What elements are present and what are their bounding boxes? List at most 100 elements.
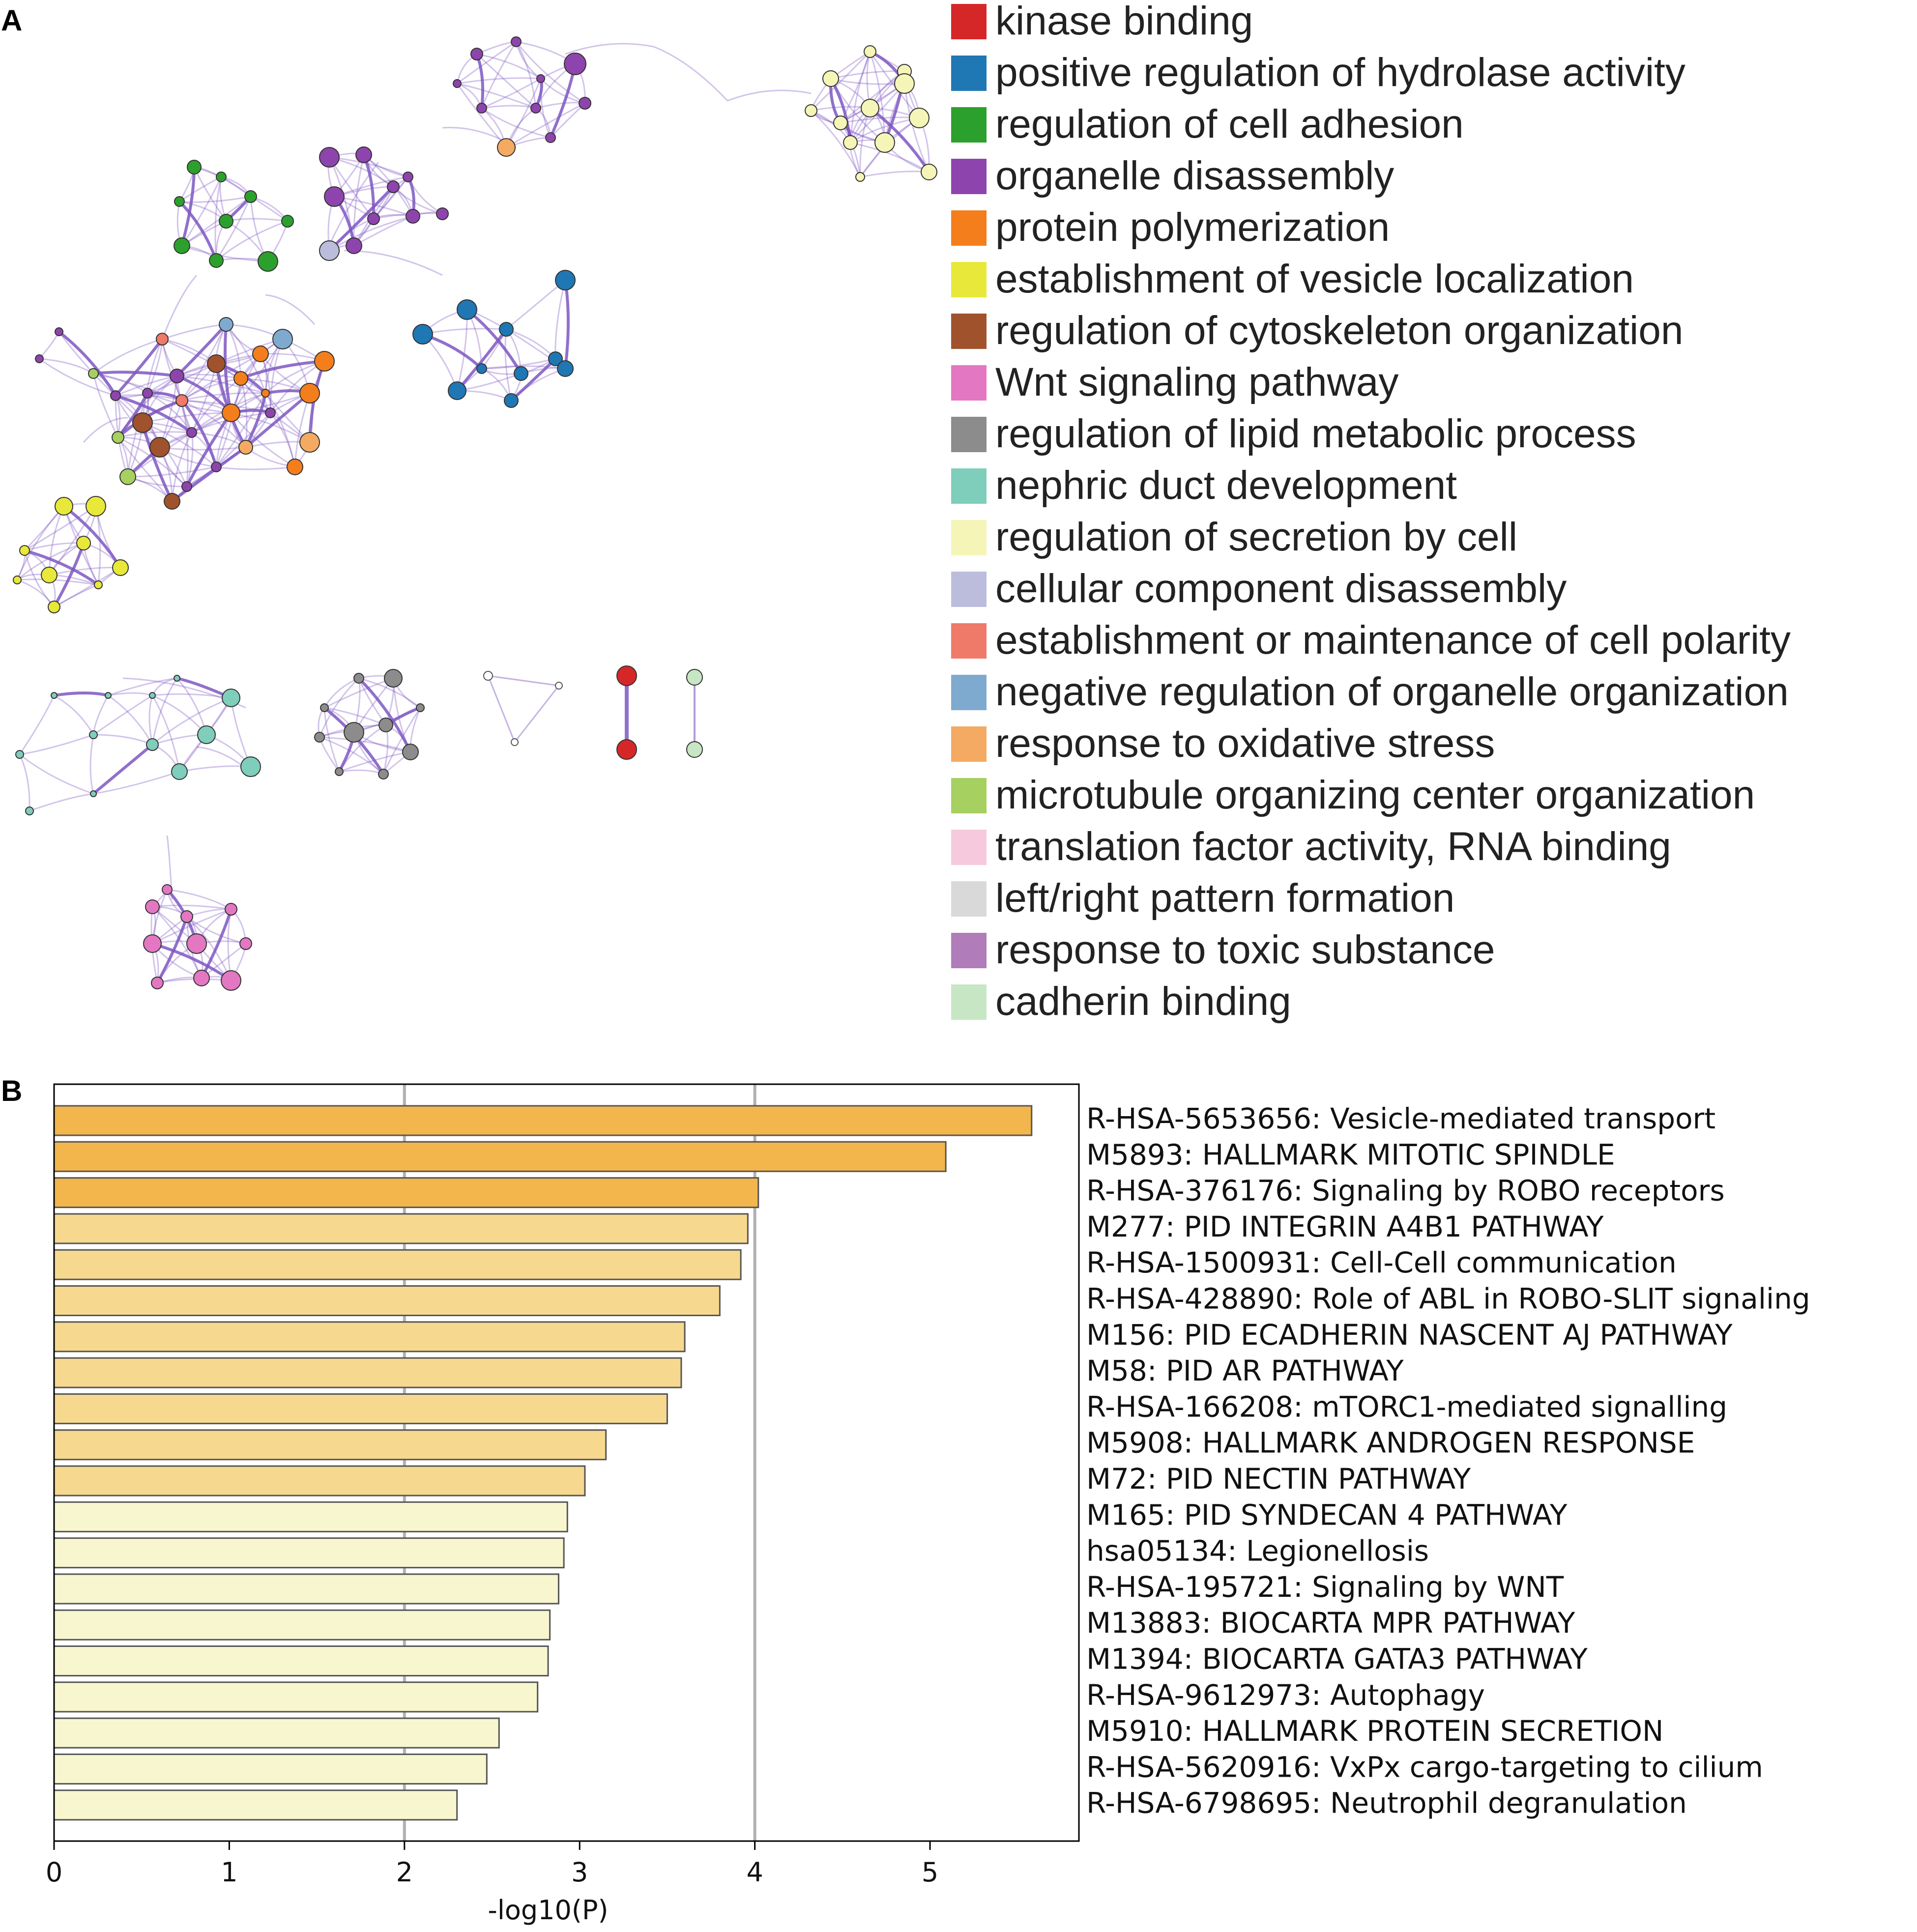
network-node [564,53,586,75]
network-edge [515,41,585,104]
network-node [319,147,340,168]
network-edge [215,393,266,467]
network-edge [127,466,217,478]
x-axis: 0 1 2 3 4 5 [46,1841,938,1888]
network-edge [564,280,570,369]
network-edge [89,734,94,794]
network-node [545,132,556,143]
bar-category-label: hsa05134: Legionellosis [1086,1534,1429,1568]
network-edge [179,196,251,203]
bar-category-label: M165: PID SYNDECAN 4 PATHWAY [1086,1498,1568,1531]
network-edge [24,550,55,607]
network-edge [481,365,566,370]
network-edge [171,432,193,502]
network-edge [114,338,164,397]
network-node [132,412,153,433]
bar [53,1249,742,1280]
network-edge [540,78,552,138]
network-edge [382,707,421,775]
network-edge [92,743,153,795]
bar [53,1573,559,1605]
network-edge [39,358,116,397]
network-edge [108,677,177,696]
network-edge [181,400,247,448]
network-node [258,251,278,272]
network-edge [152,697,232,746]
network-edge [810,110,861,177]
network-node [41,567,58,583]
network-edge [17,579,55,607]
network-edge [176,375,266,394]
network-node [436,207,449,220]
network-edge [167,889,232,910]
bar [53,1105,1033,1136]
network-edge [54,694,94,735]
network-node [353,673,364,684]
bar [53,1537,565,1569]
network-node [616,739,637,760]
network-edge [180,400,218,467]
network-node [402,744,419,760]
network-node [355,146,372,163]
legend-label: establishment of vesicle localization [995,257,1634,301]
legend-swatch [951,107,987,143]
network-node [88,368,99,379]
network-edge [161,275,198,340]
network-edge [216,220,288,261]
network-edge [481,107,551,139]
legend-swatch [951,881,987,917]
network-node [833,115,848,130]
legend-swatch [951,4,987,39]
network-edge [328,185,395,252]
legend-label: nephric duct development [995,463,1457,508]
bar-category-label: M58: PID AR PATHWAY [1086,1354,1404,1387]
network-node [193,970,210,986]
legend-label: response to oxidative stress [995,721,1495,766]
network-edge [19,734,94,755]
network-node [335,767,344,776]
network-node [244,190,257,203]
network-node [555,682,563,690]
network-edge [214,176,222,261]
x-axis-title: -log10(P) [488,1895,608,1926]
network-node [686,741,703,758]
bar-category-label: M72: PID NECTIN PATHWAY [1086,1462,1471,1496]
network-node [822,70,839,87]
network-edge [29,793,94,812]
network-edge [185,412,232,488]
network-node [181,481,192,492]
network-edge [481,358,556,370]
network-edge [456,83,507,148]
network-edge [339,769,384,775]
network-node [909,108,929,128]
panel-b-label: B [1,1074,22,1107]
chart-gridlines [403,1084,756,1841]
network-node [476,363,487,374]
network-edge [476,53,541,80]
network-node [616,665,637,686]
network-node [497,138,516,157]
legend-label: protein polymerization [995,205,1390,250]
network-edge [216,466,295,470]
network-edge [19,753,94,795]
network-node [403,172,413,182]
network-edge [58,330,117,397]
network-edge [319,736,411,753]
network-edge [58,331,94,375]
network-node [219,317,233,332]
network-node [142,388,153,399]
network-node [378,718,393,732]
legend-swatch [951,210,987,246]
chart-bars [53,1105,1033,1821]
network-node [145,899,160,914]
legend-swatch [951,468,987,504]
network-node [265,407,276,418]
network-edge [24,505,96,551]
network-node [94,580,103,589]
network-edge [223,324,232,413]
network-node [15,750,24,759]
network-edge [329,156,408,178]
legend-swatch [951,262,987,297]
network-node [261,389,270,398]
legend-swatch [951,417,987,452]
